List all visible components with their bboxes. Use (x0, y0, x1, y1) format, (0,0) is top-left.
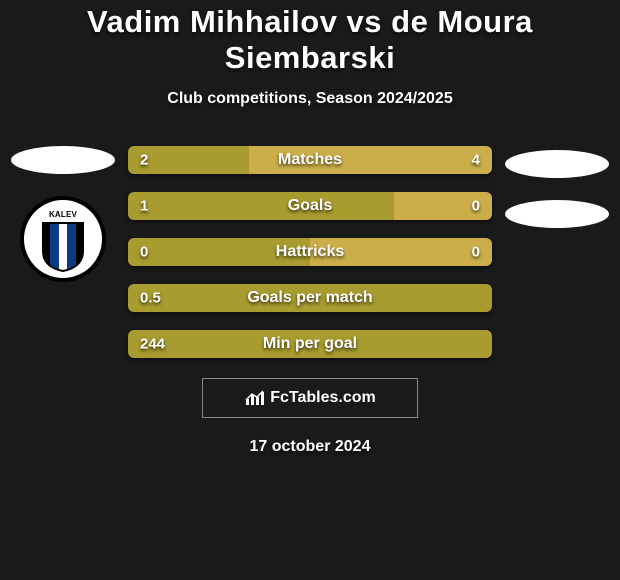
bar-left-segment (128, 192, 394, 220)
right-club-badge-placeholder (505, 200, 609, 228)
bar-label: Min per goal (263, 335, 357, 353)
badge-text: KALEV (30, 210, 96, 219)
stat-bar: Hattricks 0 0 (128, 238, 492, 266)
subtitle: Club competitions, Season 2024/2025 (0, 90, 620, 108)
left-side: KALEV (8, 146, 118, 282)
footer-date: 17 october 2024 (0, 438, 620, 456)
left-club-badge: KALEV (20, 196, 106, 282)
stat-bar: Min per goal 244 (128, 330, 492, 358)
left-player-photo-placeholder (11, 146, 115, 174)
brand-chart-icon (244, 389, 266, 407)
bar-right-value: 0 (472, 198, 480, 215)
right-side (502, 146, 612, 228)
bar-label: Matches (278, 151, 342, 169)
comparison-card: Vadim Mihhailov vs de Moura Siembarski C… (0, 0, 620, 456)
brand-text: FcTables.com (270, 389, 376, 407)
bar-label: Goals (288, 197, 332, 215)
stat-bar: Goals per match 0.5 (128, 284, 492, 312)
bar-label: Hattricks (276, 243, 344, 261)
bar-left-value: 2 (140, 152, 148, 169)
bar-left-value: 0 (140, 244, 148, 261)
bar-left-value: 0.5 (140, 290, 161, 307)
bar-left-value: 244 (140, 336, 165, 353)
bar-right-value: 4 (472, 152, 480, 169)
comparison-bars: Matches 2 4 Goals 1 0 Hattricks 0 0 Goals per mat… (118, 146, 502, 358)
stat-bar: Matches 2 4 (128, 146, 492, 174)
page-title: Vadim Mihhailov vs de Moura Siembarski (0, 4, 620, 76)
content-row: KALEV (0, 146, 620, 358)
bar-label: Goals per match (247, 289, 372, 307)
stat-bar: Goals 1 0 (128, 192, 492, 220)
brand-box: FcTables.com (202, 378, 418, 418)
badge-ring: KALEV (20, 196, 106, 282)
bar-right-value: 0 (472, 244, 480, 261)
bar-left-value: 1 (140, 198, 148, 215)
right-player-photo-placeholder (505, 150, 609, 178)
badge-shield-icon (41, 221, 85, 273)
